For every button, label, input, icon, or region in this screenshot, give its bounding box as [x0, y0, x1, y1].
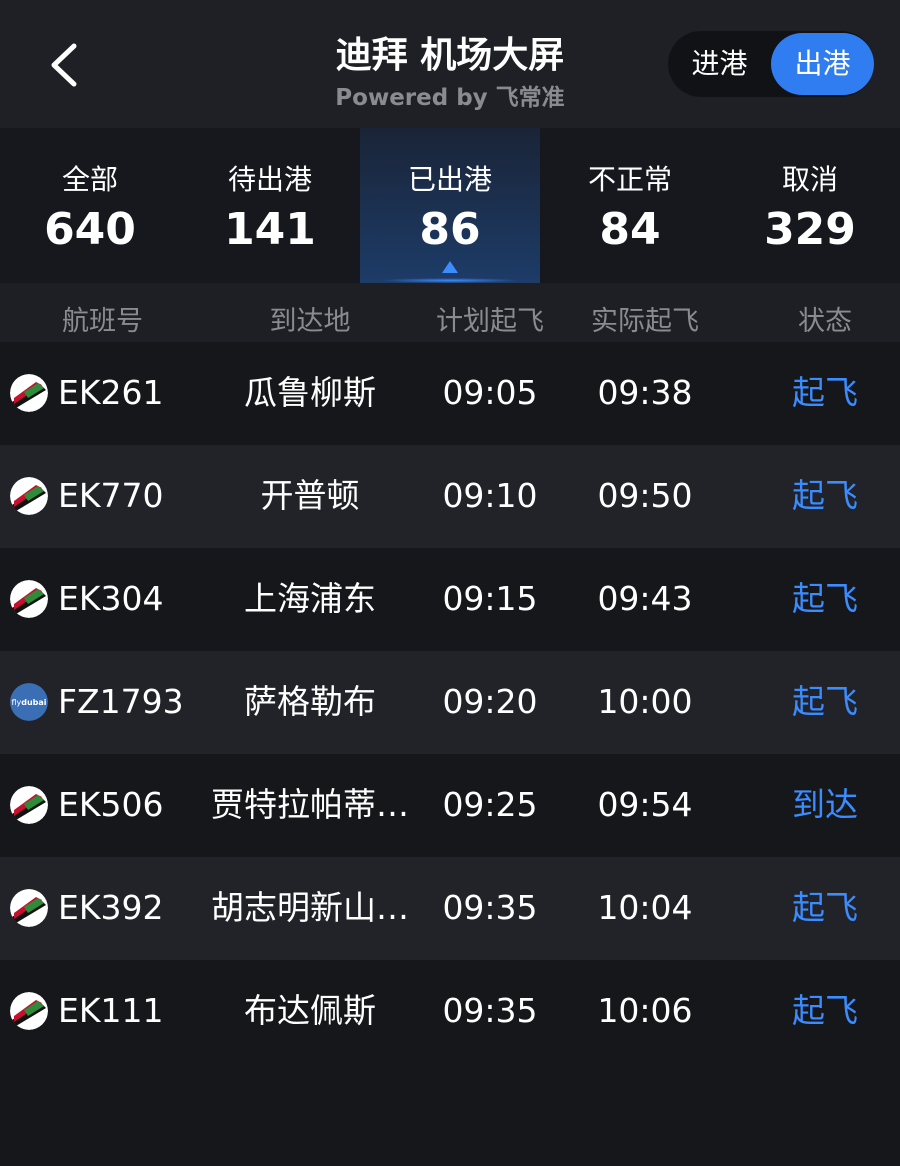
tab-status[interactable]: 全部 640 — [0, 128, 180, 283]
emirates-logo-icon — [10, 786, 48, 824]
flydubai-logo-icon: flydubai — [10, 683, 48, 721]
scheduled-time: 09:35 — [442, 888, 538, 927]
flight-row[interactable]: EK506 贾特拉帕蒂… 09:25 09:54 到达 — [0, 754, 900, 857]
svg-text:flydubai: flydubai — [11, 698, 46, 707]
emirates-logo-icon — [10, 374, 48, 412]
flight-status: 起飞 — [792, 991, 858, 1030]
tab-status[interactable]: 取消 329 — [720, 128, 900, 283]
tab-count: 86 — [419, 204, 481, 255]
destination: 布达佩斯 — [244, 991, 376, 1030]
emirates-logo-icon — [10, 477, 48, 515]
actual-time: 10:00 — [597, 682, 693, 721]
scheduled-time: 09:20 — [442, 682, 538, 721]
emirates-logo-icon — [10, 889, 48, 927]
column-headers: 航班号 到达地 计划起飞 实际起飞 状态 — [0, 283, 900, 343]
tab-label: 取消 — [781, 163, 838, 196]
toggle-departures[interactable]: 出港 — [771, 33, 874, 95]
actual-time: 10:06 — [597, 991, 693, 1030]
flight-number: EK111 — [58, 991, 164, 1030]
flight-row[interactable]: EK392 胡志明新山… 09:35 10:04 起飞 — [0, 857, 900, 960]
tab-label: 全部 — [61, 163, 118, 196]
flight-row[interactable]: EK261 瓜鲁柳斯 09:05 09:38 起飞 — [0, 342, 900, 445]
arrival-departure-toggle: 进港 出港 — [668, 31, 874, 97]
col-flight: 航班号 — [62, 306, 143, 337]
scheduled-time: 09:10 — [442, 476, 538, 515]
flight-row-partial — [0, 1063, 900, 1166]
flight-row[interactable]: EK111 布达佩斯 09:35 10:06 起飞 — [0, 960, 900, 1063]
destination: 胡志明新山… — [211, 888, 409, 927]
header: 迪拜 机场大屏 Powered by 飞常准 进港 出港 — [0, 0, 900, 128]
flight-status: 起飞 — [792, 579, 858, 618]
tab-status[interactable]: 已出港 86 — [360, 128, 540, 283]
destination: 开普顿 — [260, 476, 360, 515]
back-button[interactable] — [44, 40, 84, 90]
tab-count: 640 — [44, 204, 136, 255]
tab-status[interactable]: 待出港 141 — [180, 128, 360, 283]
toggle-arrivals[interactable]: 进港 — [691, 47, 748, 80]
flight-status: 起飞 — [792, 682, 858, 721]
flight-status: 起飞 — [792, 373, 858, 412]
tab-count: 329 — [764, 204, 856, 255]
flight-row[interactable]: EK304 上海浦东 09:15 09:43 起飞 — [0, 548, 900, 651]
flight-row[interactable]: flydubai FZ1793 萨格勒布 09:20 10:00 起飞 — [0, 651, 900, 754]
flight-number: EK506 — [58, 785, 164, 824]
destination: 上海浦东 — [244, 579, 376, 618]
flight-row[interactable]: EK770 开普顿 09:10 09:50 起飞 — [0, 445, 900, 548]
flight-number: EK392 — [58, 888, 164, 927]
destination: 瓜鲁柳斯 — [244, 373, 376, 412]
flight-number: EK304 — [58, 579, 164, 618]
tab-label: 待出港 — [227, 163, 312, 196]
page-title: 迪拜 机场大屏 — [335, 35, 565, 76]
col-destination: 到达地 — [269, 306, 351, 337]
selected-underline — [380, 278, 520, 283]
flight-status: 起飞 — [792, 888, 858, 927]
destination: 萨格勒布 — [244, 682, 376, 721]
flight-number: EK261 — [58, 373, 164, 412]
actual-time: 09:38 — [597, 373, 693, 412]
scheduled-time: 09:05 — [442, 373, 538, 412]
destination: 贾特拉帕蒂… — [211, 785, 409, 824]
emirates-logo-icon — [10, 580, 48, 618]
tab-count: 84 — [599, 204, 661, 255]
flight-status: 起飞 — [792, 476, 858, 515]
status-tabs: 全部 640 待出港 141 已出港 86 不正常 84 取消 329 — [0, 128, 900, 283]
actual-time: 10:04 — [597, 888, 693, 927]
scheduled-time: 09:25 — [442, 785, 538, 824]
actual-time: 09:54 — [597, 785, 693, 824]
emirates-logo-icon — [10, 992, 48, 1030]
col-actual: 实际起飞 — [591, 306, 699, 337]
actual-time: 09:50 — [597, 476, 693, 515]
scheduled-time: 09:15 — [442, 579, 538, 618]
tab-status[interactable]: 不正常 84 — [540, 128, 720, 283]
powered-by: Powered by 飞常准 — [335, 85, 565, 111]
tab-count: 141 — [224, 204, 316, 255]
flight-number: EK770 — [58, 476, 164, 515]
chevron-left-icon — [51, 43, 77, 87]
col-status: 状态 — [798, 306, 852, 337]
tab-label: 不正常 — [587, 163, 672, 196]
flight-status: 到达 — [792, 785, 858, 824]
scheduled-time: 09:35 — [442, 991, 538, 1030]
actual-time: 09:43 — [597, 579, 693, 618]
col-scheduled: 计划起飞 — [436, 306, 544, 337]
selected-indicator-icon — [442, 261, 458, 273]
tab-label: 已出港 — [407, 163, 492, 196]
flight-number: FZ1793 — [58, 682, 184, 721]
